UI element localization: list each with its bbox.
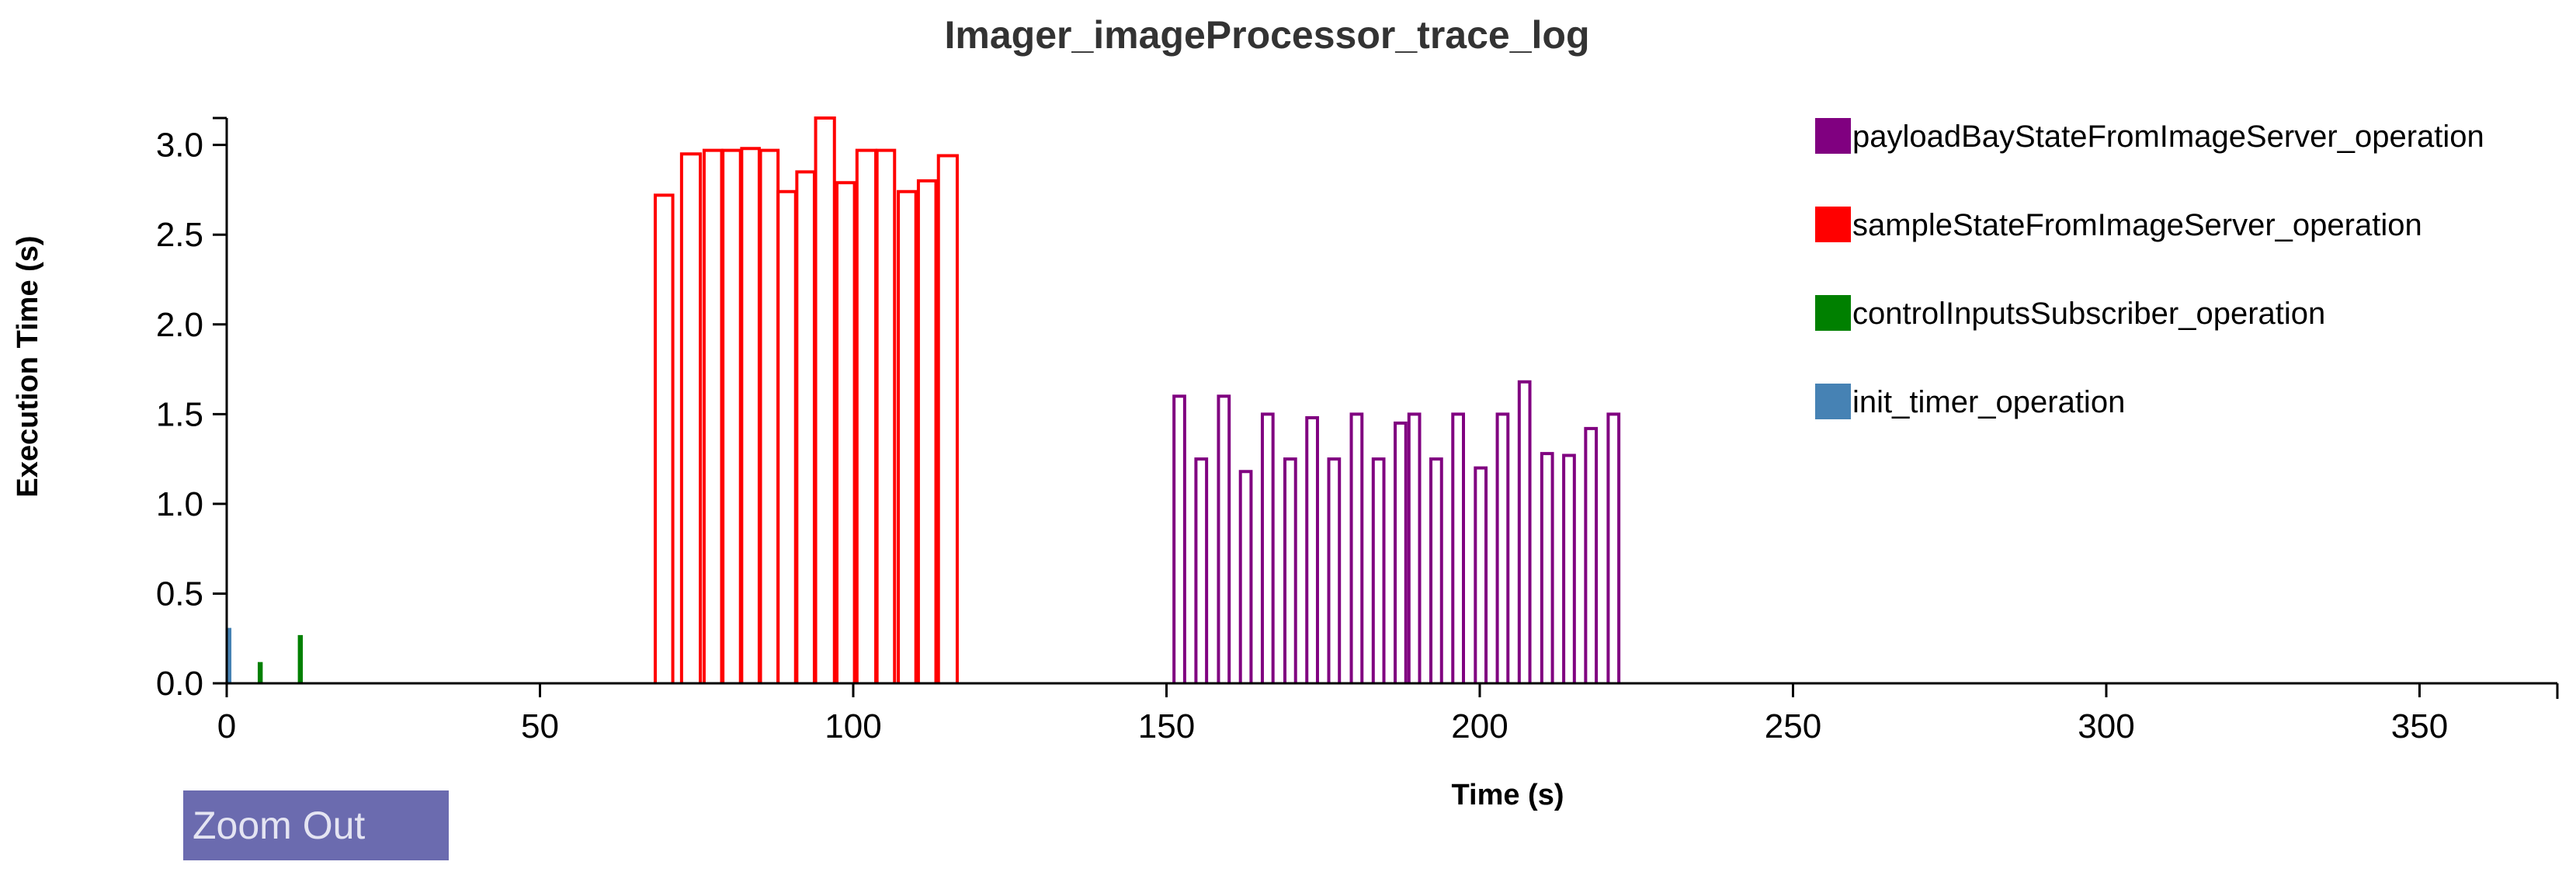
legend-label: sampleStateFromImageServer_operation bbox=[1852, 208, 2422, 242]
x-tick-label: 200 bbox=[1451, 707, 1508, 745]
bar[interactable] bbox=[679, 152, 703, 683]
bar[interactable] bbox=[1394, 421, 1408, 683]
x-tick-label: 50 bbox=[521, 707, 559, 745]
bar[interactable] bbox=[897, 189, 918, 683]
bar[interactable] bbox=[1606, 412, 1621, 683]
legend-item[interactable]: init_timer_operation bbox=[1815, 384, 2125, 419]
bar[interactable] bbox=[226, 627, 232, 683]
bar[interactable] bbox=[795, 170, 816, 683]
bar[interactable] bbox=[1451, 412, 1465, 683]
bar[interactable] bbox=[759, 148, 780, 683]
bar[interactable] bbox=[855, 148, 878, 683]
bar[interactable] bbox=[1540, 452, 1554, 683]
bar[interactable] bbox=[776, 189, 797, 683]
x-tick-label: 150 bbox=[1138, 707, 1195, 745]
legend-swatch bbox=[1815, 295, 1851, 331]
y-tick-label: 0.5 bbox=[156, 575, 203, 613]
legend-item[interactable]: sampleStateFromImageServer_operation bbox=[1815, 207, 2422, 242]
x-tick-label: 100 bbox=[825, 707, 881, 745]
plot-area[interactable] bbox=[226, 116, 2557, 685]
y-tick-label: 2.0 bbox=[156, 306, 203, 344]
x-axis: 0 50 100 150 200 250 300 350 bbox=[217, 682, 2559, 745]
x-axis-title: Time (s) bbox=[1451, 779, 1564, 811]
bar[interactable] bbox=[721, 148, 742, 683]
series-2 bbox=[653, 116, 959, 685]
y-tick-label: 3.0 bbox=[156, 127, 203, 165]
bar[interactable] bbox=[1407, 412, 1422, 683]
bar[interactable] bbox=[1495, 412, 1510, 683]
bar[interactable] bbox=[297, 634, 304, 683]
bar[interactable] bbox=[1371, 457, 1386, 683]
bar[interactable] bbox=[740, 147, 761, 683]
legend-label: controlInputsSubscriber_operation bbox=[1852, 297, 2325, 331]
bar[interactable] bbox=[1283, 457, 1297, 683]
legend-swatch bbox=[1815, 207, 1851, 242]
legend-swatch bbox=[1815, 118, 1851, 154]
bar[interactable] bbox=[702, 148, 724, 683]
bar[interactable] bbox=[1474, 466, 1488, 683]
legend-label: init_timer_operation bbox=[1852, 385, 2125, 419]
x-tick-label: 300 bbox=[2078, 707, 2134, 745]
y-tick-label: 1.0 bbox=[156, 485, 203, 523]
bar[interactable] bbox=[1584, 426, 1599, 683]
bar[interactable] bbox=[1517, 380, 1532, 683]
y-axis-title: Execution Time (s) bbox=[12, 235, 44, 497]
series-3 bbox=[257, 634, 304, 685]
bar[interactable] bbox=[1562, 453, 1576, 683]
y-tick-label: 1.5 bbox=[156, 395, 203, 433]
bar[interactable] bbox=[1238, 470, 1253, 683]
legend: payloadBayStateFromImageServer_operation… bbox=[1815, 118, 2484, 419]
bar[interactable] bbox=[1260, 412, 1275, 683]
bar[interactable] bbox=[1194, 457, 1209, 683]
legend-swatch bbox=[1815, 384, 1851, 419]
bar[interactable] bbox=[1305, 415, 1319, 683]
bar[interactable] bbox=[936, 154, 959, 683]
bar[interactable] bbox=[1172, 394, 1186, 683]
bar[interactable] bbox=[835, 181, 856, 683]
chart-title: Imager_imageProcessor_trace_log bbox=[945, 13, 1590, 57]
bar[interactable] bbox=[1217, 394, 1231, 683]
bar[interactable] bbox=[875, 148, 897, 683]
y-tick-label: 0.0 bbox=[156, 665, 203, 703]
x-tick-label: 250 bbox=[1765, 707, 1821, 745]
zoom-out-button[interactable]: Zoom Out bbox=[183, 790, 449, 860]
bar[interactable] bbox=[1429, 457, 1443, 683]
legend-item[interactable]: payloadBayStateFromImageServer_operation bbox=[1815, 118, 2484, 154]
bar[interactable] bbox=[916, 179, 938, 683]
bar[interactable] bbox=[653, 193, 675, 683]
bar[interactable] bbox=[1327, 457, 1342, 683]
y-tick-label: 2.5 bbox=[156, 216, 203, 254]
legend-label: payloadBayStateFromImageServer_operation bbox=[1852, 120, 2484, 154]
bar[interactable] bbox=[1349, 412, 1364, 683]
x-tick-label: 0 bbox=[217, 707, 236, 745]
series-1 bbox=[1172, 380, 1621, 685]
series-4 bbox=[226, 627, 232, 685]
legend-item[interactable]: controlInputsSubscriber_operation bbox=[1815, 295, 2325, 331]
bar[interactable] bbox=[257, 662, 263, 683]
bar[interactable] bbox=[814, 116, 836, 683]
x-tick-label: 350 bbox=[2391, 707, 2448, 745]
y-axis: 0.0 0.5 1.0 1.5 2.0 2.5 3.0 bbox=[156, 116, 228, 703]
